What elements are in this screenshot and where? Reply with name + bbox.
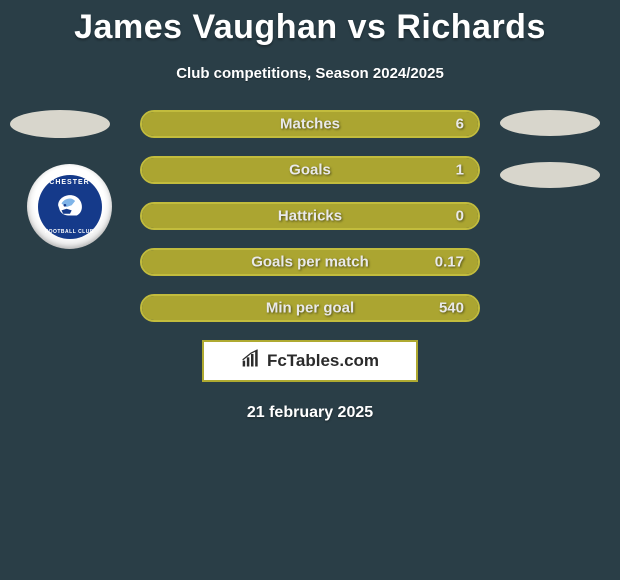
date-text: 21 february 2025: [0, 404, 620, 422]
stat-value: 0: [456, 208, 464, 225]
stat-value: 6: [456, 116, 464, 133]
stat-label: Min per goal: [266, 300, 354, 317]
stat-bars: Matches 6 Goals 1 Hattricks 0 Goals per match 0…: [140, 110, 480, 322]
stat-value: 1: [456, 162, 464, 179]
stat-bar: Hattricks 0: [140, 202, 480, 230]
stat-value: 540: [439, 300, 464, 317]
player-oval-1: [500, 110, 600, 136]
stat-bar: Goals per match 0.17: [140, 248, 480, 276]
stat-value: 0.17: [435, 254, 464, 271]
brand-chart-icon: [241, 349, 267, 374]
subtitle: Club competitions, Season 2024/2025: [0, 65, 620, 82]
stat-bar: Matches 6: [140, 110, 480, 138]
brand-box: FcTables.com: [202, 340, 418, 382]
player-oval-2: [500, 162, 600, 188]
club-crest: CHESTER FOOTBALL CLUB: [27, 164, 112, 249]
page-title: James Vaughan vs Richards: [0, 0, 620, 47]
wolf-icon: [53, 190, 87, 224]
player-oval-0: [10, 110, 110, 138]
stat-label: Matches: [280, 116, 340, 133]
crest-bottom-text: FOOTBALL CLUB: [45, 229, 94, 235]
crest-top-text: CHESTER: [49, 179, 89, 186]
stat-bar: Min per goal 540: [140, 294, 480, 322]
stat-bar: Goals 1: [140, 156, 480, 184]
brand-name: FcTables.com: [267, 351, 379, 371]
comparison-arena: CHESTER FOOTBALL CLUB Matches 6 Goals 1 Hattr…: [0, 110, 620, 322]
stat-label: Hattricks: [278, 208, 342, 225]
stat-label: Goals per match: [251, 254, 369, 271]
stat-label: Goals: [289, 162, 331, 179]
